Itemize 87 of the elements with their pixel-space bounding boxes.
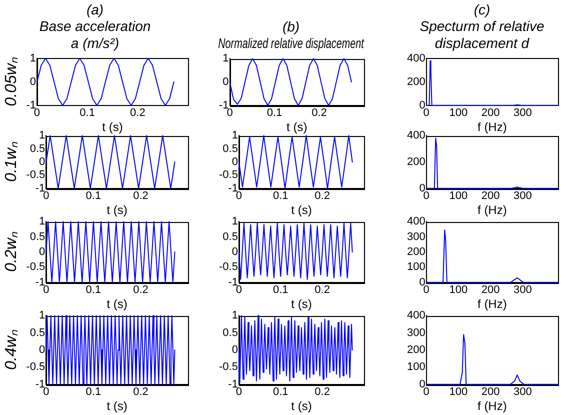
y-tick-label: 1 <box>222 52 229 65</box>
x-tick-label: 0.2 <box>312 107 327 120</box>
y-tick-label: 0 <box>39 246 46 258</box>
x-axis-title: f (Hz) <box>478 203 507 218</box>
y-tick-label: 200 <box>406 246 426 258</box>
y-tick-label: 300 <box>406 230 426 243</box>
x-tick-label: 200 <box>481 284 500 296</box>
x-tick-label: 0.2 <box>133 386 148 398</box>
x-tick-label: 0.2 <box>314 386 330 398</box>
x-tick-label: 100 <box>449 107 468 120</box>
x-tick-label: 0.1 <box>80 107 95 120</box>
y-tick-label: 400 <box>406 216 426 228</box>
y-tick-label: 0.5 <box>30 142 46 155</box>
x-axis-title: t (s) <box>291 297 312 312</box>
y-tick-label: 0 <box>30 76 36 88</box>
y-tick-label: 100 <box>406 361 426 374</box>
x-axis-title: t (s) <box>291 399 312 414</box>
y-tick-label: -0.5 <box>218 261 238 274</box>
x-tick-label: 0.2 <box>133 190 148 202</box>
x-tick-label: 0.1 <box>86 190 102 202</box>
x-tick-label: 300 <box>514 190 532 202</box>
y-tick-label: 0.5 <box>30 230 46 243</box>
x-axis-title: t (s) <box>106 203 128 218</box>
x-tick-label: 100 <box>449 190 468 202</box>
y-tick-label: 1 <box>232 130 238 142</box>
y-axis-title: 0.05wₙ <box>3 56 20 106</box>
y-tick-label: 0 <box>232 156 238 168</box>
x-tick-label: 0.1 <box>272 386 288 398</box>
y-tick-label: 200 <box>406 344 426 356</box>
x-tick-label: 0.1 <box>272 190 288 202</box>
y-axis-title: 0.1wₙ <box>3 141 20 182</box>
y-tick-label: 400 <box>406 310 426 322</box>
x-tick-label: 0.1 <box>266 107 282 120</box>
y-tick-label: 100 <box>406 261 426 274</box>
x-axis-title: t (s) <box>286 120 308 134</box>
y-tick-label: 1 <box>39 310 46 322</box>
x-tick-label: 0.2 <box>130 107 146 120</box>
y-tick-label: 1 <box>232 216 238 228</box>
x-axis-title: f (Hz) <box>478 120 507 134</box>
y-tick-label: 0.5 <box>30 326 46 339</box>
y-tick-label: 1 <box>232 310 238 322</box>
y-tick-label: 400 <box>406 52 426 64</box>
x-axis-title: t (s) <box>291 203 312 218</box>
x-tick-label: 0.1 <box>86 386 102 398</box>
x-tick-label: 100 <box>449 284 468 296</box>
y-tick-label: 1 <box>39 130 46 142</box>
x-tick-label: 200 <box>481 386 500 398</box>
chart-title: (a) Base acceleration a (m/s²) <box>39 1 151 51</box>
y-tick-label: -0.5 <box>218 169 238 182</box>
x-tick-label: 0.2 <box>314 190 330 202</box>
y-tick-label: 1 <box>39 216 46 228</box>
y-tick-label: 0 <box>222 76 229 88</box>
y-tick-label: -0.5 <box>218 361 238 374</box>
y-tick-label: 0 <box>39 344 46 356</box>
y-tick-label: 0.5 <box>222 142 238 155</box>
x-tick-label: 0.1 <box>86 284 102 296</box>
x-axis-title: t (s) <box>106 297 128 312</box>
y-axis-title: 0.4wₙ <box>3 329 20 370</box>
y-tick-label: 0 <box>232 344 238 356</box>
x-tick-label: 0.2 <box>133 284 148 296</box>
y-tick-label: 1 <box>30 52 36 64</box>
y-tick-label: -0.5 <box>26 361 46 374</box>
y-tick-label: 300 <box>406 326 426 339</box>
x-tick-label: 300 <box>514 284 532 296</box>
y-tick-label: 0 <box>39 156 46 168</box>
x-tick-label: 300 <box>514 107 532 120</box>
y-tick-label: 0 <box>232 246 238 258</box>
chart-title: (b) Normalized relative displacement <box>218 18 364 52</box>
y-tick-label: 0.5 <box>222 326 238 339</box>
x-tick-label: 100 <box>449 386 468 398</box>
x-axis-title: t (s) <box>102 120 123 134</box>
x-tick-label: 200 <box>481 107 500 120</box>
x-axis-title: f (Hz) <box>478 399 507 414</box>
y-tick-label: 200 <box>406 76 426 88</box>
x-axis-title: t (s) <box>106 399 128 414</box>
x-tick-label: 0.1 <box>272 284 288 296</box>
x-tick-label: 200 <box>481 190 500 202</box>
y-tick-label: 0.5 <box>222 230 238 243</box>
x-tick-label: 300 <box>514 386 532 398</box>
y-tick-label: 400 <box>406 130 426 142</box>
y-axis-title: 0.2wₙ <box>3 231 20 272</box>
y-tick-label: -0.5 <box>26 261 46 274</box>
x-axis-title: f (Hz) <box>478 297 507 312</box>
y-tick-label: 200 <box>406 156 426 168</box>
chart-title: (c) Specturm of relative displacement d <box>420 1 544 51</box>
x-tick-label: 0.2 <box>314 284 330 296</box>
y-tick-label: -0.5 <box>26 169 46 182</box>
